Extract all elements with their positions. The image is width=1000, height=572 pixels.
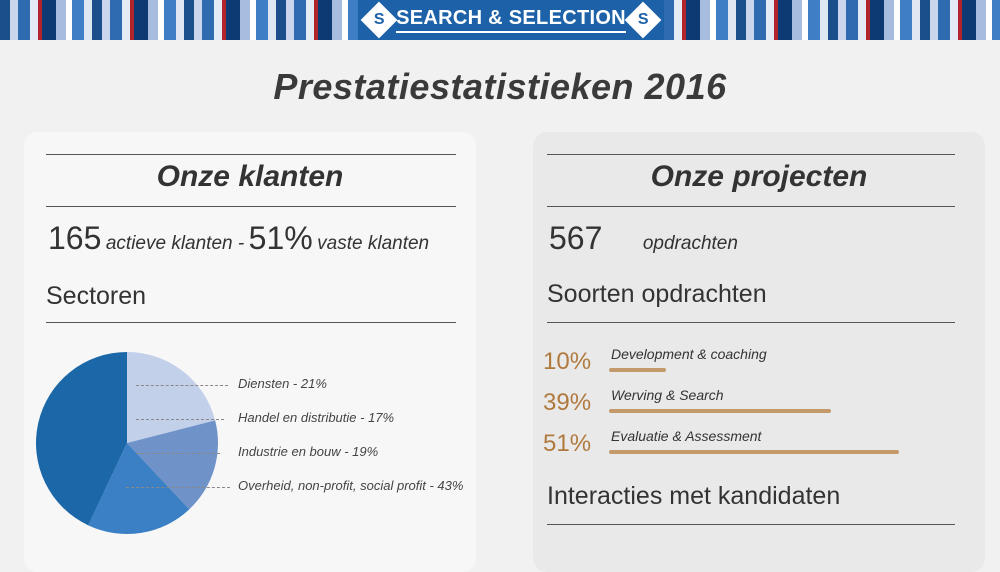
logo[interactable]: S SEARCH & SELECTION S: [358, 0, 664, 40]
pie-slice-4: [36, 352, 127, 526]
active-count: 165: [48, 220, 102, 256]
pie-slice-3: [88, 443, 190, 534]
bar-label-2: Werving & Search: [611, 387, 724, 403]
bar-value-1: 10%: [543, 348, 592, 375]
bar-label-3: Evaluatie & Assessment: [611, 428, 762, 444]
fixed-label: vaste klanten: [317, 233, 430, 254]
sectors-rule: [46, 322, 456, 323]
logo-text: SEARCH & SELECTION: [396, 7, 626, 33]
logo-mark-icon: S: [360, 1, 398, 39]
legend-label-2: Handel en distributie - 17%: [238, 410, 395, 425]
projects-title: Onze projecten: [650, 160, 868, 193]
types-heading: Soorten opdrachten: [547, 280, 767, 308]
clients-title: Onze klanten: [156, 160, 344, 193]
bar-2: [609, 409, 831, 413]
legend-leader-3: [136, 453, 220, 454]
project-count-label: opdrachten: [642, 233, 738, 254]
bar-value-2: 39%: [543, 389, 592, 416]
active-label: actieve klanten -: [105, 233, 245, 254]
interactions-rule: [547, 524, 955, 525]
bar-3: [609, 450, 899, 454]
logo-mark-icon-right: S: [624, 1, 662, 39]
legend-leader-1: [136, 385, 228, 386]
fixed-pct: 51%: [248, 220, 313, 256]
title-rule-bottom: [547, 206, 955, 207]
legend-leader-4: [126, 487, 230, 488]
page-title: Prestatiestatistieken 2016: [273, 66, 727, 107]
types-rule: [547, 322, 955, 323]
legend-label-1: Diensten - 21%: [238, 376, 327, 391]
bar-label-1: Development & coaching: [611, 346, 767, 362]
bar-1: [609, 368, 666, 372]
legend-label-3: Industrie en bouw - 19%: [238, 444, 379, 459]
projects-stats: 567 opdrachten: [549, 220, 738, 257]
bar-value-3: 51%: [543, 430, 592, 457]
legend-label-4: Overheid, non-profit, social profit - 43…: [238, 478, 464, 493]
title-rule-bottom: [46, 206, 456, 207]
clients-stats: 165 actieve klanten - 51% vaste klanten: [48, 220, 429, 257]
pie-slice-1: [127, 352, 216, 443]
sectors-pie-chart: [36, 352, 218, 534]
sectors-heading: Sectoren: [46, 282, 147, 310]
projects-card: Onze projecten 567 opdrachten Soorten op…: [533, 132, 985, 572]
interactions-heading: Interacties met kandidaten: [547, 482, 841, 510]
title-rule-top: [547, 154, 955, 155]
legend-leader-2: [136, 419, 224, 420]
clients-card: Onze klanten 165 actieve klanten - 51% v…: [24, 132, 476, 572]
project-count: 567: [549, 220, 603, 256]
title-rule-top: [46, 154, 456, 155]
